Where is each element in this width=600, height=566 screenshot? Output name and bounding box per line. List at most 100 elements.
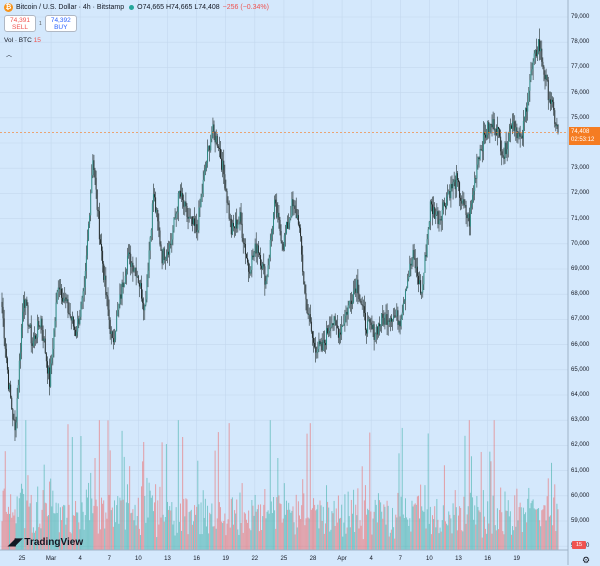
volume-bar: [536, 508, 538, 550]
volume-bar: [254, 494, 256, 550]
volume-bar: [22, 488, 24, 550]
candle-body: [302, 254, 304, 272]
candle-body: [267, 265, 269, 276]
volume-bar: [526, 522, 528, 550]
candle-body: [539, 39, 541, 52]
volume-bar: [66, 517, 68, 550]
candle-body: [41, 318, 43, 331]
symbol-title[interactable]: Bitcoin / U.S. Dollar · 4h · Bitstamp: [16, 4, 125, 11]
candle-body: [28, 325, 30, 327]
volume-bar: [367, 508, 369, 550]
tradingview-logo[interactable]: ◢◤ TradingView: [8, 537, 83, 548]
volume-bar: [292, 506, 294, 550]
candle-body: [98, 211, 100, 240]
candle-body: [6, 358, 8, 370]
candle-body: [486, 134, 488, 138]
candle-body: [546, 74, 548, 81]
candle-body: [528, 90, 530, 102]
volume-bar: [512, 526, 514, 550]
volume-bar: [11, 517, 13, 550]
candle-body: [387, 320, 389, 325]
volume-bar: [368, 510, 370, 550]
candle-body: [167, 251, 169, 256]
candle-body: [198, 207, 200, 231]
volume-bar: [142, 461, 144, 550]
volume-bar: [326, 485, 328, 550]
volume-bar: [241, 483, 243, 550]
volume-bar: [156, 537, 158, 550]
volume-bar: [172, 524, 174, 550]
candle-body: [317, 349, 319, 353]
volume-bar: [278, 495, 280, 550]
candle-body: [349, 300, 351, 302]
candle-body: [400, 318, 402, 327]
volume-bar: [154, 502, 156, 550]
candle-body: [428, 221, 430, 230]
volume-bar: [479, 512, 481, 550]
volume-bar: [264, 489, 266, 550]
volume-bar: [226, 523, 228, 550]
tradingview-logo-icon: ◢◤: [8, 537, 22, 548]
volume-bar: [207, 505, 209, 550]
volume-bar: [50, 478, 52, 550]
x-tick-label: 7: [107, 556, 111, 562]
candle-body: [412, 250, 414, 261]
collapse-caret-icon[interactable]: ︿: [6, 53, 13, 59]
volume-bar: [317, 504, 319, 550]
candle-body: [231, 222, 233, 235]
volume-bar: [194, 505, 196, 550]
volume-bar: [305, 518, 307, 550]
volume-bar: [120, 500, 122, 550]
volume-bar: [422, 510, 424, 550]
volume-bar: [373, 511, 375, 550]
volume-bar: [313, 498, 315, 550]
candle-body: [46, 361, 48, 374]
candle-body: [60, 288, 62, 298]
buy-button[interactable]: 74,392 BUY: [44, 15, 77, 32]
volume-bar: [67, 424, 69, 550]
candle-body: [406, 288, 408, 291]
volume-bar: [491, 533, 493, 550]
candle-body: [155, 197, 157, 212]
candle-body: [214, 131, 216, 143]
candle-body: [284, 232, 286, 236]
candle-body: [522, 120, 524, 139]
volume-bar: [539, 520, 541, 550]
candle-body: [547, 80, 549, 101]
volume-bar: [75, 500, 77, 550]
candle-body: [436, 211, 438, 215]
candle-body: [461, 200, 463, 204]
candle-body: [354, 288, 356, 292]
volume-bar: [393, 527, 395, 550]
volume-bar: [32, 527, 34, 550]
volume-bar: [163, 521, 165, 550]
volume-bar: [324, 523, 326, 550]
volume-bar: [279, 503, 281, 550]
candle-body: [503, 156, 505, 159]
volume-bar: [434, 506, 436, 550]
candle-body: [432, 204, 434, 215]
volume-bar: [441, 520, 443, 550]
volume-bar: [202, 490, 204, 550]
volume-bar: [148, 482, 150, 550]
volume-bar: [6, 513, 8, 550]
volume-bar: [81, 502, 83, 550]
candle-body: [106, 294, 108, 297]
candle-body: [477, 157, 479, 165]
candle-body: [402, 303, 404, 313]
settings-gear-icon[interactable]: ⚙: [582, 555, 591, 565]
volume-bar: [215, 528, 217, 550]
volume-bar: [525, 512, 527, 550]
bar-countdown: 02:53:12: [571, 137, 595, 143]
volume-bar: [99, 529, 101, 550]
volume-legend[interactable]: Vol · BTC 15: [4, 37, 41, 44]
candle-body: [128, 252, 130, 256]
volume-bar: [380, 502, 382, 550]
sell-button[interactable]: 74,391 SELL: [4, 15, 36, 32]
candle-body: [184, 201, 186, 207]
volume-bar: [494, 525, 496, 550]
volume-bar: [464, 435, 466, 550]
candle-body: [552, 99, 554, 102]
